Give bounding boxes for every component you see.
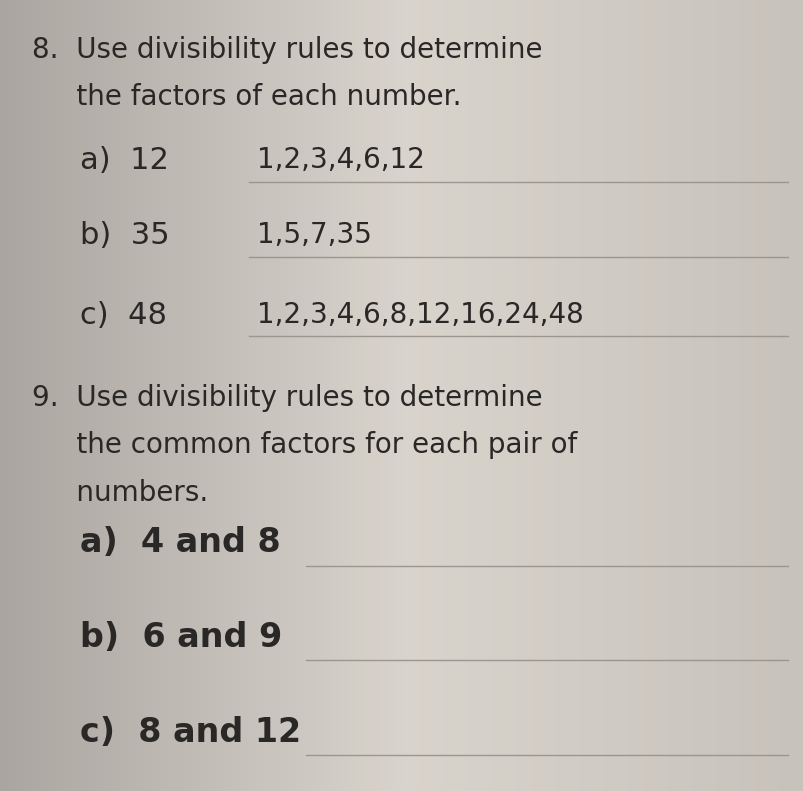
Text: c)  8 and 12: c) 8 and 12 <box>80 716 301 749</box>
Text: c)  48: c) 48 <box>80 301 167 330</box>
Text: 1,2,3,4,6,12: 1,2,3,4,6,12 <box>257 146 425 174</box>
Text: a)  4 and 8: a) 4 and 8 <box>80 526 281 559</box>
Text: a)  12: a) 12 <box>80 146 169 176</box>
Text: numbers.: numbers. <box>32 479 208 506</box>
Text: the common factors for each pair of: the common factors for each pair of <box>32 431 577 459</box>
Text: 8.  Use divisibility rules to determine: 8. Use divisibility rules to determine <box>32 36 542 63</box>
Text: 1,5,7,35: 1,5,7,35 <box>257 221 372 249</box>
Text: 1,2,3,4,6,8,12,16,24,48: 1,2,3,4,6,8,12,16,24,48 <box>257 301 583 328</box>
Text: b)  6 and 9: b) 6 and 9 <box>80 621 283 654</box>
Text: the factors of each number.: the factors of each number. <box>32 83 461 111</box>
Text: 9.  Use divisibility rules to determine: 9. Use divisibility rules to determine <box>32 384 542 411</box>
Text: b)  35: b) 35 <box>80 221 169 251</box>
